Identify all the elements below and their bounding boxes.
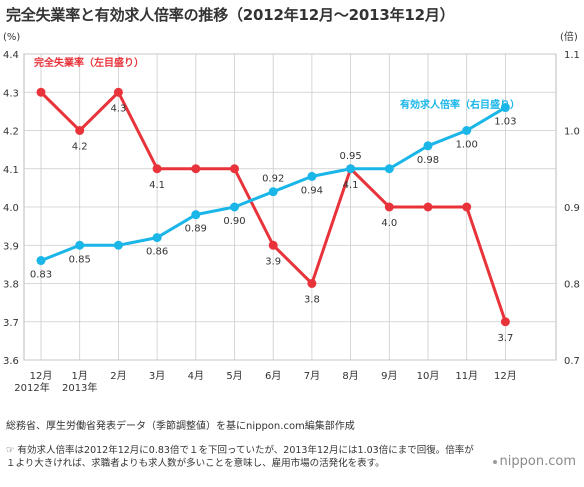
series-point-left	[75, 126, 85, 135]
series-point-right	[75, 240, 85, 250]
logo-text: nippon.com	[499, 454, 576, 469]
right-tick-label: 1.1	[564, 50, 580, 61]
data-label-right: 0.86	[146, 247, 168, 258]
left-tick-label: 4.4	[3, 50, 19, 61]
series-point-right	[462, 126, 472, 135]
data-label-left: 4.1	[343, 180, 359, 191]
series-point-right	[230, 202, 239, 212]
logo-dot-icon	[492, 459, 497, 464]
year-label: 2013年	[62, 381, 97, 394]
series-point-right	[423, 141, 433, 151]
x-tick-label: 12月	[494, 370, 517, 382]
nippon-logo: nippon.com	[492, 454, 576, 469]
left-tick-label: 4.3	[3, 88, 19, 99]
x-tick-label: 5月	[226, 370, 242, 382]
data-label-right: 0.92	[262, 174, 284, 185]
data-label-right: 0.94	[301, 185, 323, 196]
x-tick-label: 2月	[110, 370, 126, 382]
series-point-right	[384, 164, 394, 174]
series-point-left	[500, 317, 510, 327]
data-label-left: 4.1	[149, 180, 165, 191]
series-point-left	[384, 202, 394, 212]
left-tick-label: 3.6	[3, 356, 19, 367]
left-tick-label: 3.8	[3, 280, 19, 291]
right-tick-label: 0.7	[564, 356, 580, 367]
data-label-right: 0.89	[185, 224, 207, 235]
data-label-right: 0.90	[223, 216, 245, 227]
data-label-right: 0.83	[30, 270, 52, 281]
series-point-left	[230, 164, 239, 174]
x-tick-label: 10月	[417, 370, 440, 382]
series-point-left	[423, 202, 433, 212]
legend-unemployment: 完全失業率（左目盛り）	[34, 56, 144, 69]
series-point-right	[346, 164, 356, 174]
data-label-left: 4.3	[110, 103, 126, 114]
series-point-right	[268, 187, 278, 197]
left-tick-label: 3.7	[3, 318, 19, 329]
series-point-right	[152, 233, 162, 243]
x-tick-label: 8月	[342, 370, 358, 382]
x-tick-label: 3月	[149, 370, 165, 382]
left-tick-label: 4.1	[3, 165, 19, 176]
series-point-right	[500, 103, 510, 113]
series-point-left	[113, 87, 123, 97]
page-title: 完全失業率と有効求人倍率の推移（2012年12月〜2013年12月）	[6, 6, 455, 24]
series-point-right	[191, 210, 201, 220]
left-tick-label: 4.2	[3, 127, 19, 138]
series-point-left	[36, 87, 46, 97]
data-label-right: 0.85	[69, 254, 91, 265]
x-tick-label: 1月	[72, 370, 88, 382]
x-tick-label: 11月	[455, 370, 478, 382]
legend-job-ratio: 有効求人倍率（右目盛り）	[400, 98, 520, 111]
data-label-left: 4.2	[72, 142, 88, 153]
data-label-left: 3.8	[304, 295, 320, 306]
year-label: 2012年	[14, 381, 49, 394]
data-label-right: 1.00	[456, 140, 478, 151]
series-point-right	[36, 256, 46, 266]
right-tick-label: 0.9	[564, 203, 580, 214]
left-tick-label: 4.0	[3, 203, 19, 214]
series-point-left	[152, 164, 162, 174]
explanatory-note: ☞ 有効求人倍率は2012年12月に0.83倍で１を下回っていたが、2013年1…	[6, 445, 474, 469]
series-point-left	[191, 164, 201, 174]
series-point-left	[307, 279, 317, 288]
source-note: 総務省、厚生労働省発表データ（季節調整値）を基にnippon.com編集部作成	[6, 421, 355, 432]
x-tick-label: 9月	[381, 370, 397, 382]
data-label-left: 3.7	[497, 333, 513, 344]
right-tick-label: 0.8	[564, 280, 580, 291]
data-label-left: 3.9	[265, 256, 281, 267]
left-tick-label: 3.9	[3, 241, 19, 252]
data-label-right: 1.03	[494, 117, 516, 128]
series-point-right	[307, 171, 317, 181]
x-tick-label: 4月	[188, 370, 204, 382]
right-tick-label: 1.0	[564, 127, 580, 138]
x-tick-label: 6月	[265, 370, 281, 382]
x-tick-label: 12月	[30, 370, 53, 382]
x-tick-label: 7月	[304, 370, 320, 382]
data-label-right: 0.98	[417, 155, 439, 166]
data-label-right: 0.95	[339, 151, 361, 162]
data-label-left: 4.0	[381, 218, 397, 229]
series-point-left	[268, 240, 278, 250]
series-point-left	[462, 202, 472, 212]
right-axis-unit: (倍)	[560, 30, 578, 43]
series-point-right	[113, 240, 123, 250]
left-axis-unit: (%)	[3, 32, 20, 43]
